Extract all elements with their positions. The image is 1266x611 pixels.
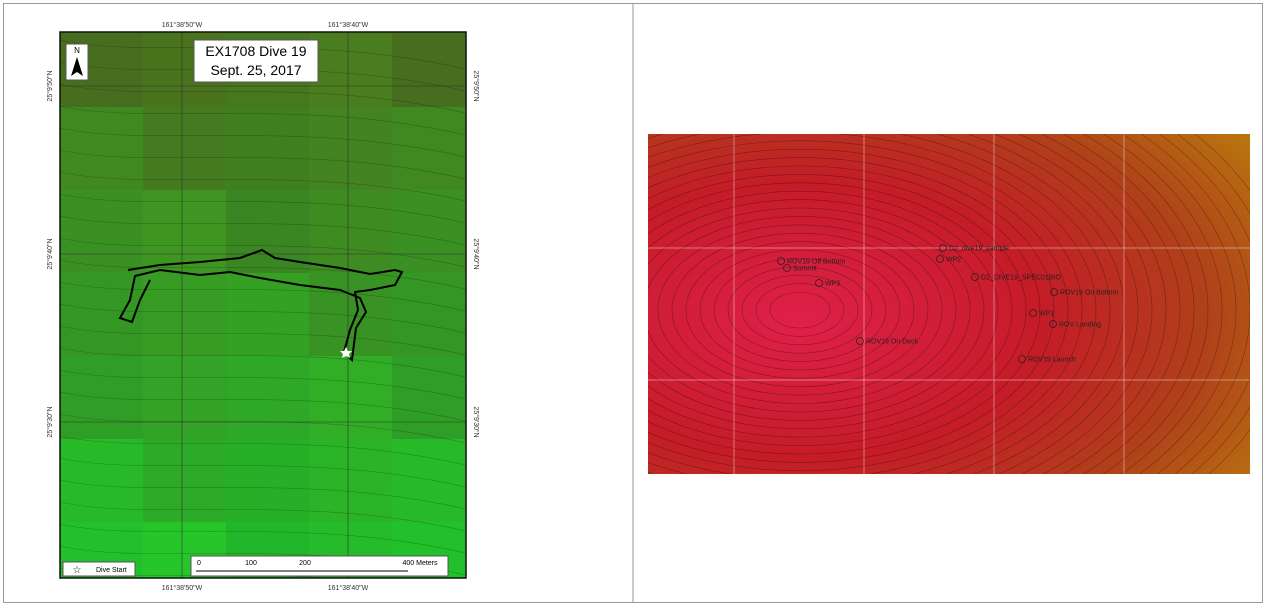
lat-label: 25°9'50"N <box>46 70 54 101</box>
north-label: N <box>74 46 80 55</box>
lon-label: 161°38'40"W <box>328 21 369 29</box>
lat-label: 25°9'40"N <box>472 238 480 269</box>
tile <box>226 356 309 439</box>
tile <box>309 190 392 273</box>
feature-label: D2_dive19_sample <box>949 246 1009 253</box>
feature-label: WP2 <box>946 257 961 264</box>
map-date: Sept. 25, 2017 <box>210 62 301 78</box>
scale-label: 0 <box>197 560 201 567</box>
feature-label: ROV19 Off Bottom <box>787 259 845 266</box>
tile <box>226 107 309 190</box>
tile <box>392 107 475 190</box>
tile <box>309 356 392 439</box>
tile <box>309 24 392 107</box>
tile <box>309 439 392 522</box>
feature-label: ROV19 Launch <box>1028 357 1076 364</box>
tile <box>309 273 392 356</box>
legend-label: Dive Start <box>96 567 127 574</box>
feature-label: D2_DIVE19_SPEC01BIO <box>981 275 1061 282</box>
tile <box>143 273 226 356</box>
feature-label: WP1 <box>1039 311 1054 318</box>
feature-label: ROV19 On Deck <box>866 339 919 346</box>
scale-label: 400 Meters <box>402 560 438 567</box>
page: {"left_map": { "title": "EX1708 Dive 19"… <box>0 0 1266 606</box>
lon-label: 161°38'50"W <box>162 584 203 592</box>
lon-label: 161°38'40"W <box>328 584 369 592</box>
lat-label: 25°9'30"N <box>472 406 480 437</box>
lon-label: 161°38'50"W <box>162 21 203 29</box>
feature-label: Summit <box>793 266 817 273</box>
scale-label: 100 <box>245 560 257 567</box>
feature-label: ROV19 On Bottom <box>1060 290 1119 297</box>
tile <box>392 356 475 439</box>
feature-label: WP3 <box>825 281 840 288</box>
legend-star: ☆ <box>73 565 82 576</box>
tile <box>143 107 226 190</box>
feature-label: ROV Landing <box>1059 322 1101 329</box>
scale-label: 200 <box>299 560 311 567</box>
tile <box>60 190 143 273</box>
tile <box>392 24 475 107</box>
tile <box>143 356 226 439</box>
lat-label: 25°9'30"N <box>46 406 54 437</box>
tile <box>60 273 143 356</box>
lat-label: 25°9'50"N <box>472 70 480 101</box>
left-map: N EX1708 Dive 19 Sept. 25, 2017 ☆ Dive S… <box>38 18 475 606</box>
tile <box>309 107 392 190</box>
tile <box>226 273 309 356</box>
map-title: EX1708 Dive 19 <box>205 43 306 59</box>
lat-label: 25°9'40"N <box>46 238 54 269</box>
figure: N EX1708 Dive 19 Sept. 25, 2017 ☆ Dive S… <box>0 0 1266 606</box>
